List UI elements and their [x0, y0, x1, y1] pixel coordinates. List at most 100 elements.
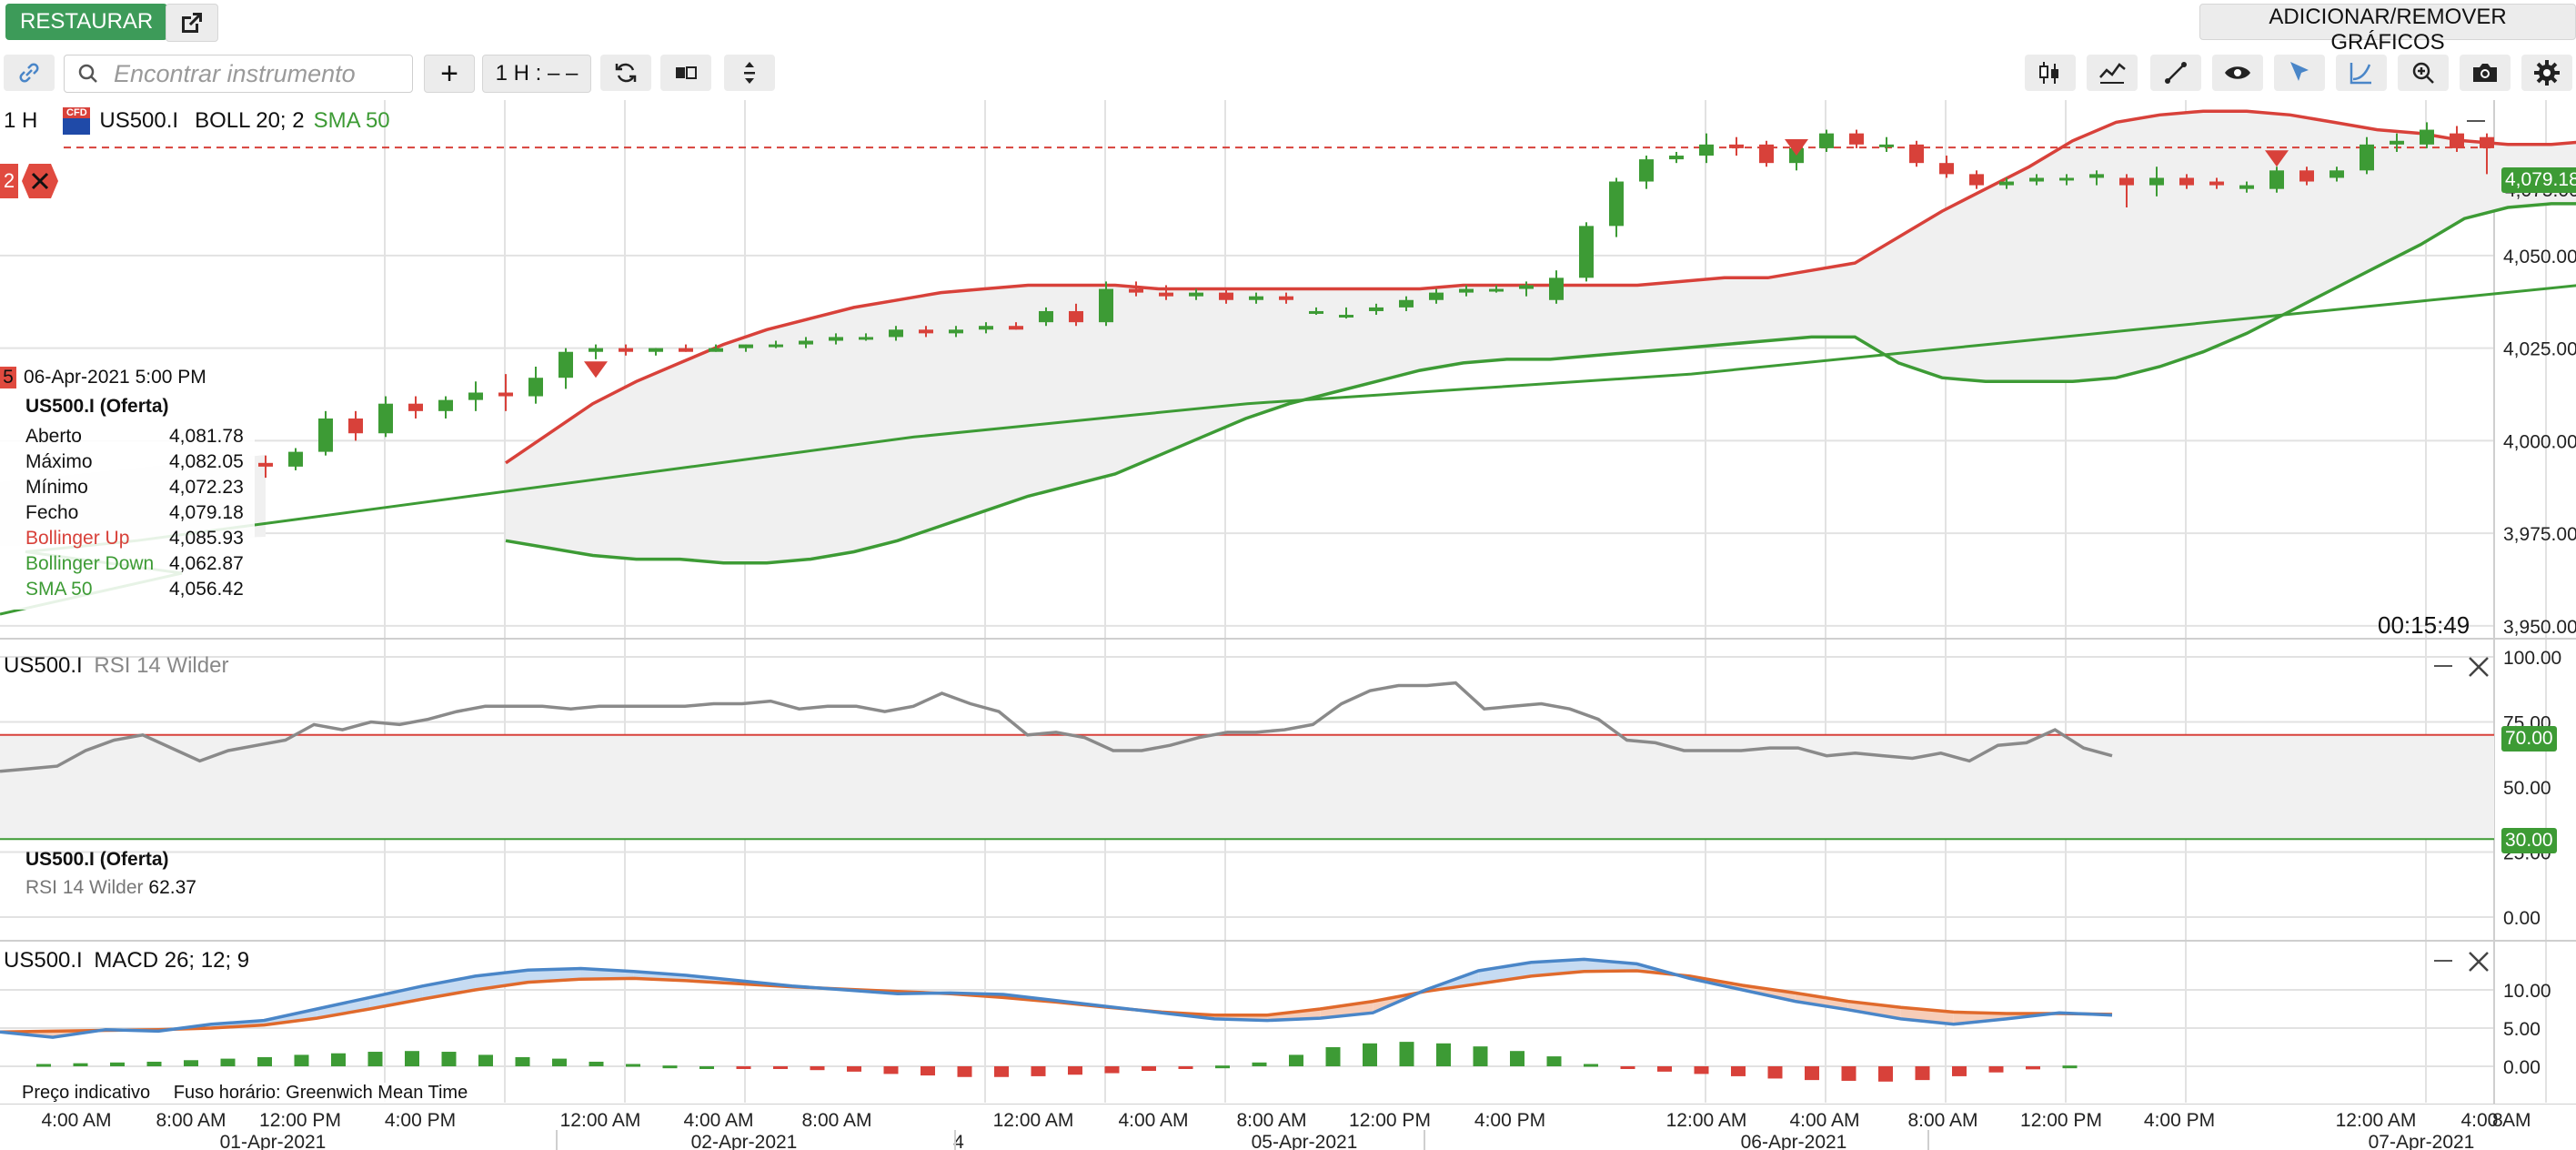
visibility-button[interactable]: [2212, 55, 2263, 91]
candle-body: [1729, 144, 1744, 148]
tooltip-row: Mínimo 4,072.23: [25, 475, 255, 500]
rsi-panel-header: US500.I RSI 14 Wilder: [4, 653, 228, 679]
rsi-axis-tick: 100.00: [2503, 648, 2561, 669]
minimize-macd-panel-button[interactable]: [2434, 960, 2452, 962]
close-rsi-panel-button[interactable]: [2467, 655, 2490, 679]
candle-body: [1699, 144, 1714, 156]
macd-histogram-bar: [1584, 1064, 1598, 1067]
search-input[interactable]: [112, 58, 388, 89]
candle-body: [498, 392, 513, 397]
instrument-search[interactable]: [64, 55, 413, 93]
add-remove-charts-button[interactable]: ADICIONAR/REMOVER GRÁFICOS: [2199, 4, 2576, 55]
candle: [378, 396, 393, 438]
chart-area[interactable]: 4,050.00 4,025.00 4,000.00 3,975.00 3,950.00…: [0, 100, 2576, 1150]
tooltip-row-label: Bollinger Down: [25, 553, 155, 574]
price-panel[interactable]: [0, 109, 2576, 616]
candlestick-button[interactable]: [2025, 55, 2076, 91]
time-axis-tick: 12:00 PM: [1349, 1110, 1431, 1131]
macd-indicator-label[interactable]: MACD 26; 12; 9: [94, 948, 250, 973]
time-axis-tick: 12:00 AM: [560, 1110, 641, 1131]
vertical-scale-button[interactable]: [724, 55, 775, 91]
candle-body: [979, 326, 993, 330]
add-instrument-button[interactable]: +: [424, 55, 475, 93]
macd-instrument-label[interactable]: US500.I: [4, 948, 83, 973]
candle-body: [1369, 307, 1384, 311]
candle: [1909, 140, 1924, 167]
close-icon: [31, 172, 49, 190]
macd-histogram-bar: [515, 1056, 530, 1066]
indicators-button[interactable]: [2087, 55, 2138, 91]
gear-icon: [2534, 60, 2560, 86]
macd-panel[interactable]: [0, 957, 2113, 1082]
macd-histogram-bar: [367, 1052, 383, 1066]
macd-fill: [1953, 1012, 2007, 1024]
price-tooltip: 5 06-Apr-2021 5:00 PM US500.I (Oferta) A…: [0, 362, 255, 610]
macd-histogram-bar: [1031, 1066, 1046, 1076]
candle-body: [1129, 288, 1143, 293]
bollinger-label[interactable]: BOLL 20; 2: [195, 108, 305, 133]
candle: [1819, 129, 1834, 152]
macd-histogram-bar: [1178, 1066, 1193, 1069]
popout-button[interactable]: [166, 4, 218, 42]
candle: [1009, 322, 1023, 330]
refresh-button[interactable]: [600, 55, 651, 91]
time-axis-tick: 12:00 PM: [2020, 1110, 2102, 1131]
cursor-button[interactable]: [2274, 55, 2325, 91]
curve-button[interactable]: [2336, 55, 2387, 91]
close-icon: [2469, 952, 2489, 972]
close-order-button[interactable]: [22, 164, 58, 198]
candle-body: [2209, 181, 2224, 186]
macd-fill: [1795, 993, 1848, 1010]
rsi-panel[interactable]: [0, 681, 2494, 841]
instrument-label[interactable]: US500.I: [99, 108, 179, 133]
rsi-instrument-label[interactable]: US500.I: [4, 653, 83, 678]
candle-body: [2029, 177, 2044, 182]
zoom-button[interactable]: [2398, 55, 2449, 91]
settings-button[interactable]: [2521, 55, 2572, 91]
cfd-badge: CFD: [63, 107, 91, 135]
minimize-rsi-panel-button[interactable]: [2434, 665, 2452, 667]
macd-histogram-bar: [441, 1052, 457, 1066]
time-axis-tick: 4:00 AM: [41, 1110, 111, 1131]
chart-type-icon: [676, 66, 697, 79]
indicators-icon: [2099, 63, 2126, 84]
draw-line-button[interactable]: [2150, 55, 2201, 91]
candle: [1399, 296, 1414, 311]
screenshot-button[interactable]: [2460, 55, 2511, 91]
candle: [1969, 170, 1984, 189]
macd-histogram-bar: [1399, 1042, 1414, 1066]
candle-body: [1429, 292, 1444, 300]
candle-body: [1249, 296, 1263, 300]
sma-label[interactable]: SMA 50: [313, 108, 390, 133]
macd-histogram-bar: [662, 1065, 678, 1069]
candle-body: [1339, 315, 1353, 318]
candle-body: [1459, 288, 1474, 293]
tooltip-row-value: 4,085.93: [169, 528, 244, 549]
macd-histogram-bar: [1988, 1066, 2004, 1073]
tooltip-row-label: SMA 50: [25, 579, 93, 600]
chart-layout-button[interactable]: [660, 55, 711, 91]
candle-body: [2450, 133, 2464, 148]
minimize-main-panel-button[interactable]: [2467, 120, 2485, 122]
order-badge[interactable]: 2: [0, 164, 58, 198]
macd-histogram-bar: [2026, 1066, 2040, 1070]
link-button[interactable]: [4, 55, 55, 91]
macd-histogram-bar: [1841, 1066, 1857, 1081]
candle-body: [829, 337, 843, 341]
candle: [1219, 288, 1233, 304]
candle: [1429, 288, 1444, 304]
rsi-indicator-label[interactable]: RSI 14 Wilder: [94, 653, 229, 678]
candle: [1849, 129, 1864, 148]
interval-button[interactable]: 1 H : – –: [482, 55, 591, 93]
restore-button[interactable]: RESTAURAR: [5, 4, 168, 40]
candle-body: [739, 344, 753, 348]
candle-body: [949, 329, 963, 334]
macd-histogram-bar: [1915, 1066, 1930, 1081]
candle: [2149, 166, 2164, 197]
tooltip-title: US500.I (Oferta): [25, 396, 169, 417]
sell-signal-marker: [584, 361, 608, 378]
time-axis[interactable]: 4:00 AM 8:00 AM 12:00 PM 4:00 PM 12:00 AM 4:0…: [0, 1105, 2576, 1150]
candle-body: [1099, 288, 1113, 323]
indicative-price-note: Preço indicativo: [22, 1083, 151, 1103]
close-macd-panel-button[interactable]: [2467, 950, 2490, 973]
